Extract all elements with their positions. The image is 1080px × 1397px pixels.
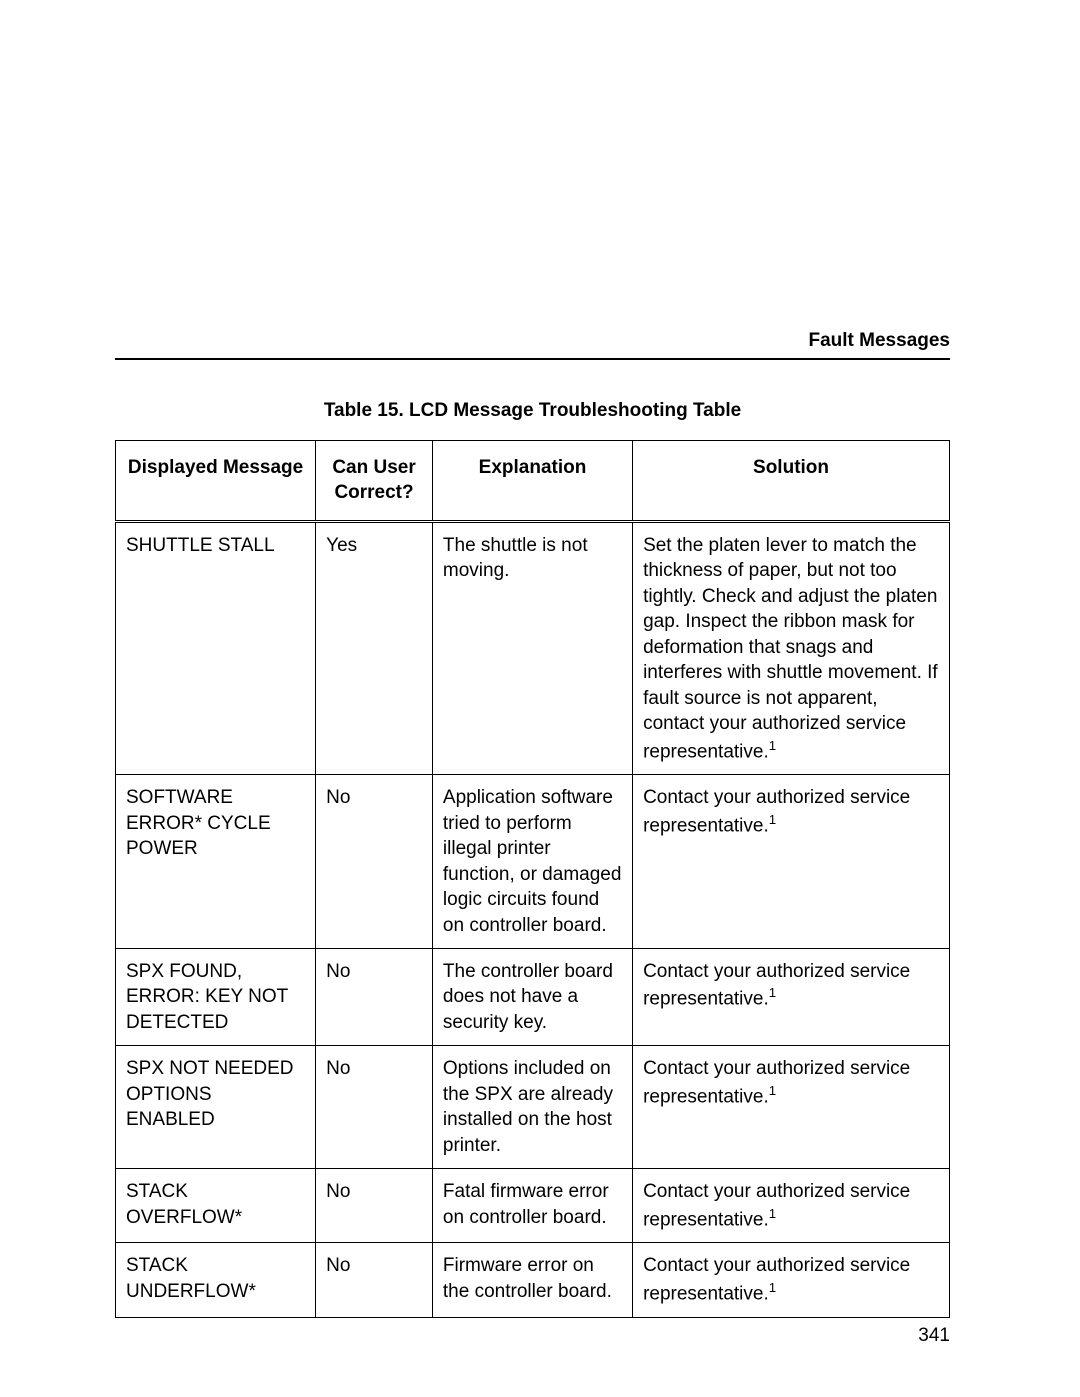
cell-can-correct: No	[316, 1169, 433, 1243]
cell-message: STACK OVERFLOW*	[116, 1169, 316, 1243]
footnote-ref: 1	[769, 985, 776, 1000]
cell-solution: Contact your authorized service represen…	[633, 1243, 950, 1317]
cell-explanation: Firmware error on the controller board.	[432, 1243, 632, 1317]
table-row: STACK UNDERFLOW*NoFirmware error on the …	[116, 1243, 950, 1317]
cell-solution: Contact your authorized service represen…	[633, 775, 950, 949]
cell-can-correct: No	[316, 949, 433, 1046]
col-header-correct: Can User Correct?	[316, 441, 433, 522]
cell-explanation: The shuttle is not moving.	[432, 521, 632, 774]
col-header-message: Displayed Message	[116, 441, 316, 522]
cell-message: STACK UNDERFLOW*	[116, 1243, 316, 1317]
page-number: 341	[918, 1325, 950, 1347]
table-row: SHUTTLE STALLYesThe shuttle is not movin…	[116, 521, 950, 774]
footnote-ref: 1	[769, 1083, 776, 1098]
cell-solution: Contact your authorized service represen…	[633, 1046, 950, 1169]
cell-message: SPX NOT NEEDED OPTIONS ENABLED	[116, 1046, 316, 1169]
footnote-ref: 1	[769, 1280, 776, 1295]
cell-can-correct: Yes	[316, 521, 433, 774]
cell-message: SHUTTLE STALL	[116, 521, 316, 774]
cell-explanation: Options included on the SPX are already …	[432, 1046, 632, 1169]
page-header: Fault Messages	[115, 330, 950, 360]
cell-solution: Contact your authorized service represen…	[633, 949, 950, 1046]
cell-explanation: Application software tried to perform il…	[432, 775, 632, 949]
cell-explanation: The controller board does not have a sec…	[432, 949, 632, 1046]
cell-message: SPX FOUND, ERROR: KEY NOT DETECTED	[116, 949, 316, 1046]
footnote-ref: 1	[769, 812, 776, 827]
table-body: SHUTTLE STALLYesThe shuttle is not movin…	[116, 521, 950, 1317]
table-row: SPX FOUND, ERROR: KEY NOT DETECTEDNoThe …	[116, 949, 950, 1046]
troubleshooting-table: Displayed Message Can User Correct? Expl…	[115, 440, 950, 1318]
cell-solution: Set the platen lever to match the thickn…	[633, 521, 950, 774]
section-title: Fault Messages	[809, 330, 951, 351]
col-header-solution: Solution	[633, 441, 950, 522]
cell-can-correct: No	[316, 1243, 433, 1317]
col-header-explanation: Explanation	[432, 441, 632, 522]
document-page: Fault Messages Table 15. LCD Message Tro…	[0, 0, 1080, 1397]
table-caption: Table 15. LCD Message Troubleshooting Ta…	[115, 400, 950, 422]
table-header-row: Displayed Message Can User Correct? Expl…	[116, 441, 950, 522]
cell-can-correct: No	[316, 1046, 433, 1169]
cell-can-correct: No	[316, 775, 433, 949]
footnote-ref: 1	[769, 738, 776, 753]
footnote-ref: 1	[769, 1206, 776, 1221]
cell-solution: Contact your authorized service represen…	[633, 1169, 950, 1243]
cell-explanation: Fatal firmware error on controller board…	[432, 1169, 632, 1243]
cell-message: SOFTWARE ERROR* CYCLE POWER	[116, 775, 316, 949]
table-row: SPX NOT NEEDED OPTIONS ENABLEDNoOptions …	[116, 1046, 950, 1169]
table-row: STACK OVERFLOW*NoFatal firmware error on…	[116, 1169, 950, 1243]
table-row: SOFTWARE ERROR* CYCLE POWERNoApplication…	[116, 775, 950, 949]
